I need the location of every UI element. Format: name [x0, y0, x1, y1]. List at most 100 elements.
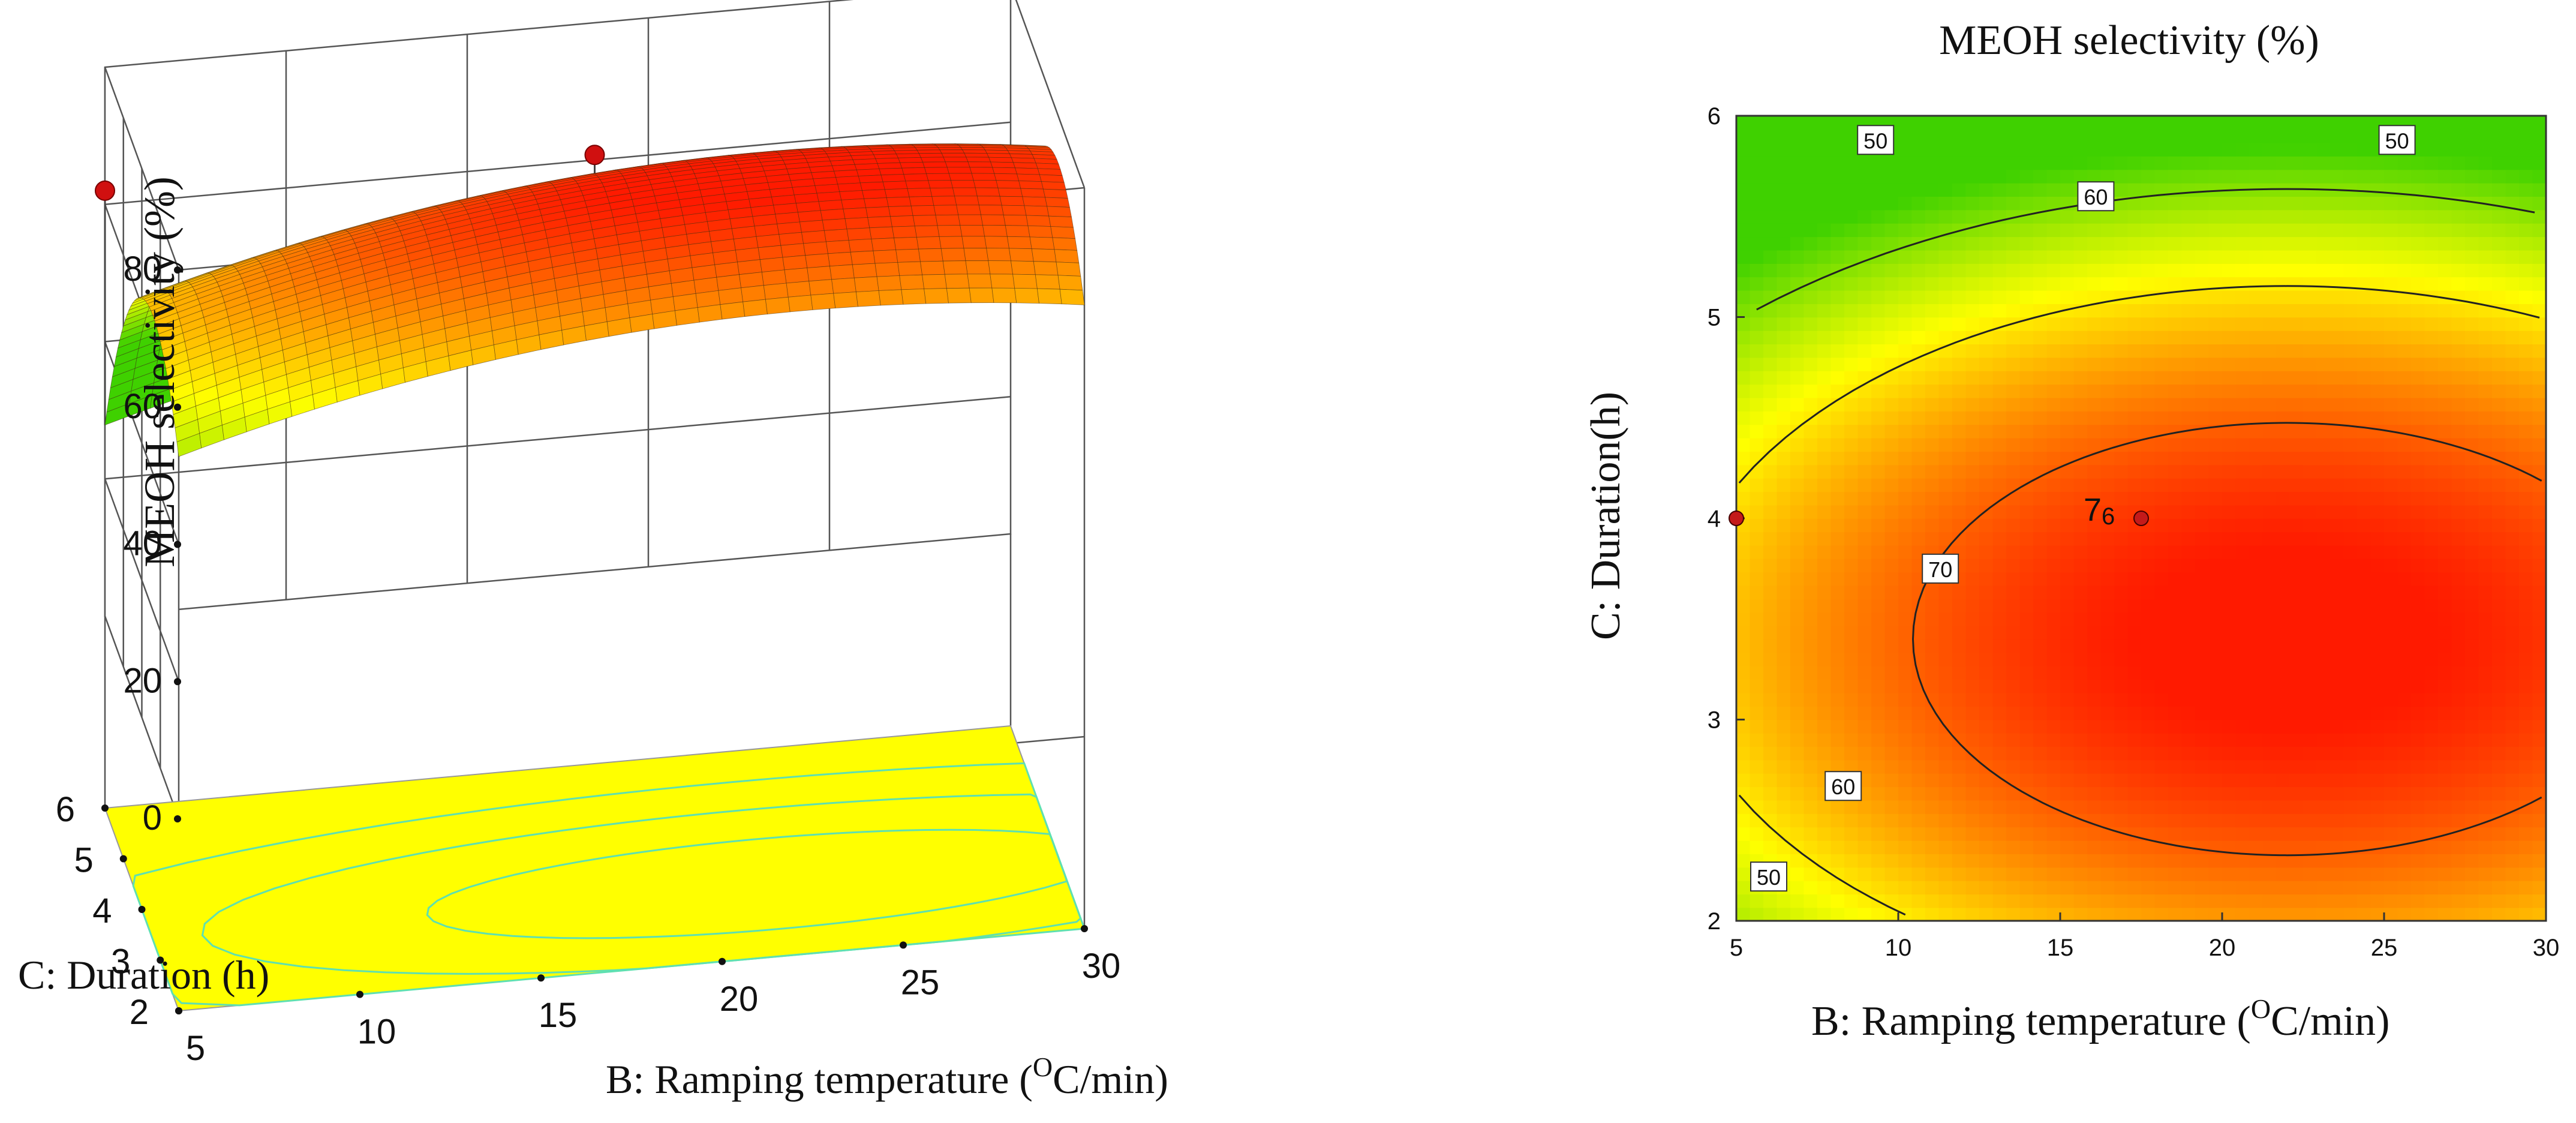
heatmap-cell — [2046, 182, 2061, 197]
heatmap-cell — [1884, 263, 1899, 278]
heatmap-cell — [2046, 652, 2061, 666]
heatmap-cell — [2397, 867, 2412, 881]
heatmap-cell — [1938, 706, 1953, 720]
heatmap-cell — [1952, 894, 1967, 908]
heatmap-cell — [2451, 129, 2466, 143]
heatmap-cell — [1736, 397, 1751, 412]
surface-facet — [1054, 249, 1080, 263]
heatmap-cell — [2033, 732, 2048, 747]
heatmap-cell — [2181, 116, 2196, 130]
heatmap-cell — [2370, 894, 2385, 908]
heatmap-cell — [1938, 679, 1953, 693]
heatmap-cell — [2249, 880, 2264, 895]
heatmap-cell — [2046, 706, 2061, 720]
heatmap-cell — [2141, 397, 2156, 412]
heatmap-cell — [2181, 464, 2196, 479]
heatmap-cell — [2343, 692, 2358, 707]
surface-facet — [879, 167, 904, 176]
surface-facet — [850, 250, 876, 265]
heatmap-cell — [2087, 532, 2102, 546]
surface-facet — [761, 269, 787, 286]
heatmap-cell — [2276, 263, 2291, 278]
heatmap-cell — [1898, 518, 1913, 533]
surface-facet — [739, 272, 764, 289]
heatmap-cell — [1979, 706, 1994, 720]
heatmap-cell — [2046, 411, 2061, 425]
heatmap-cell — [1763, 330, 1778, 345]
heatmap-cell — [1871, 666, 1886, 680]
heatmap-cell — [1898, 142, 1913, 157]
surface-facet — [674, 307, 700, 326]
heatmap-cell — [2208, 182, 2223, 197]
heatmap-cell — [1844, 692, 1859, 707]
heatmap-cell — [2276, 867, 2291, 881]
heatmap-cell — [2262, 759, 2277, 774]
heatmap-cell — [2316, 518, 2331, 533]
heatmap-cell — [1911, 759, 1926, 774]
heatmap-cell — [2343, 652, 2358, 666]
heatmap-cell — [1830, 679, 1845, 693]
heatmap-cell — [1898, 330, 1913, 345]
surface-facet — [965, 260, 991, 275]
heatmap-cell — [1925, 304, 1940, 318]
heatmap-cell — [2033, 437, 2048, 452]
heatmap-cell — [2330, 491, 2344, 506]
heatmap-cell — [1911, 666, 1926, 680]
heatmap-cell — [1871, 304, 1886, 318]
heatmap-cell — [2100, 451, 2115, 466]
heatmap-cell — [2006, 263, 2021, 278]
surface-facet — [939, 236, 964, 249]
heatmap-cell — [1898, 437, 1913, 452]
heatmap-cell — [2208, 129, 2223, 143]
heatmap-cell — [1925, 773, 1940, 788]
heatmap-cell — [2033, 867, 2048, 881]
heatmap-cell — [2033, 894, 2048, 908]
heatmap-cell — [1992, 612, 2007, 626]
heatmap-cell — [2370, 786, 2385, 801]
heatmap-cell — [2222, 317, 2237, 331]
heatmap-cell — [2127, 277, 2142, 291]
heatmap-cell — [1979, 451, 1994, 466]
heatmap-cell — [1750, 116, 1764, 130]
heatmap-cell — [2303, 397, 2318, 412]
heatmap-cell — [2478, 679, 2493, 693]
heatmap-cell — [2154, 719, 2169, 734]
heatmap-cell — [2303, 478, 2318, 493]
heatmap-cell — [2249, 625, 2264, 640]
heatmap-cell — [2451, 424, 2466, 439]
heatmap-cell — [2208, 800, 2223, 814]
heatmap-cell — [2357, 357, 2371, 371]
heatmap-cell — [2235, 518, 2250, 533]
heatmap-cell — [2019, 599, 2034, 613]
x-tick-mark — [900, 941, 907, 949]
heatmap-cell — [1736, 142, 1751, 157]
heatmap-cell — [1884, 491, 1899, 506]
heatmap-cell — [2046, 666, 2061, 680]
heatmap-cell — [1777, 719, 1791, 734]
heatmap-cell — [2262, 464, 2277, 479]
heatmap-cell — [2060, 370, 2075, 385]
heatmap-cell — [1979, 263, 1994, 278]
heatmap-cell — [2384, 209, 2398, 224]
heatmap-cell — [2114, 129, 2129, 143]
heatmap-cell — [1857, 437, 1872, 452]
heatmap-cell — [2087, 880, 2102, 895]
heatmap-cell — [1830, 182, 1845, 197]
heatmap-cell — [2046, 679, 2061, 693]
heatmap-cell — [2019, 559, 2034, 573]
heatmap-cell — [2438, 639, 2452, 653]
heatmap-cell — [2060, 236, 2075, 251]
heatmap-cell — [1777, 142, 1791, 157]
heatmap-cell — [2384, 867, 2398, 881]
heatmap-cell — [2357, 652, 2371, 666]
heatmap-cell — [2262, 196, 2277, 211]
heatmap-cell — [1898, 894, 1913, 908]
heatmap-cell — [1898, 464, 1913, 479]
surface-facet — [859, 181, 885, 191]
heatmap-cell — [2181, 813, 2196, 828]
heatmap-cell — [1965, 692, 1980, 707]
heatmap-cell — [1736, 759, 1751, 774]
heatmap-cell — [2384, 250, 2398, 264]
heatmap-cell — [2438, 518, 2452, 533]
heatmap-cell — [1952, 625, 1967, 640]
